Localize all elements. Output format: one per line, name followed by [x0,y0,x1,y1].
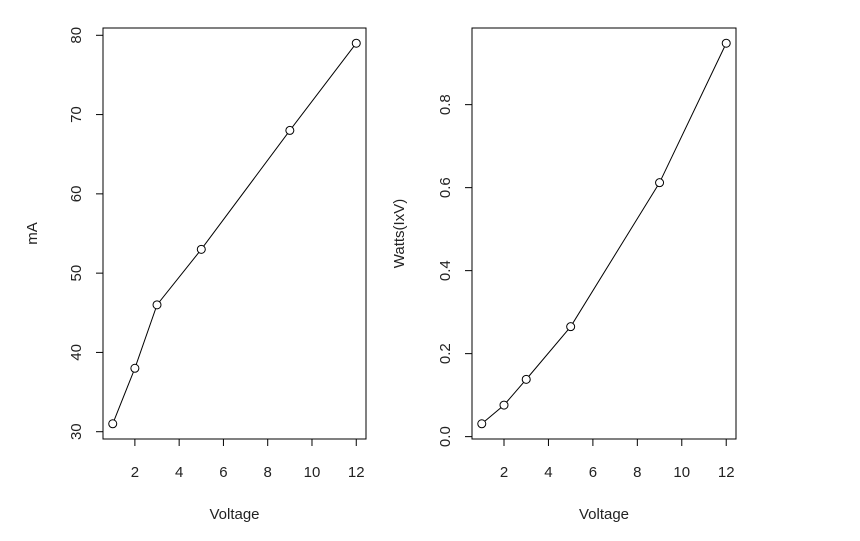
data-point [152,300,162,310]
data-line [112,42,357,424]
y-tick-label: 60 [68,186,85,203]
data-point [655,178,665,188]
y-axis-label: Watts(IxV) [391,199,408,268]
x-tick-label: 10 [304,464,321,481]
data-point [721,38,731,48]
y-tick-label: 0.4 [437,260,454,281]
x-axis-label: Voltage [579,506,629,523]
x-tick-label: 6 [589,464,597,481]
x-tick-label: 12 [718,464,735,481]
y-tick-label: 0.2 [437,343,454,364]
y-tick-label: 0.0 [437,426,454,447]
y-tick-label: 0.8 [437,94,454,115]
x-tick-label: 10 [673,464,690,481]
x-tick-label: 8 [633,464,641,481]
x-tick-label: 4 [175,464,183,481]
data-point [351,38,361,48]
x-tick-label: 2 [500,464,508,481]
y-tick-label: 30 [68,423,85,440]
x-tick-label: 2 [131,464,139,481]
data-point [108,419,118,429]
y-tick-label: 40 [68,344,85,361]
y-axis-label: mA [24,222,41,245]
data-line [481,43,727,425]
y-tick-label: 80 [68,27,85,44]
y-tick-label: 0.6 [437,177,454,198]
data-point [130,363,140,373]
x-tick-label: 8 [264,464,272,481]
data-point [521,374,531,384]
x-tick-label: 4 [544,464,552,481]
data-point [196,244,206,254]
data-point [499,400,509,410]
data-point [477,419,487,429]
data-point [285,125,295,135]
x-axis-label: Voltage [209,506,259,523]
plot-frame [102,27,367,440]
data-point [566,322,576,332]
plot-frame [471,27,737,440]
x-tick-label: 12 [348,464,365,481]
y-tick-label: 70 [68,106,85,123]
x-tick-label: 6 [219,464,227,481]
y-tick-label: 50 [68,265,85,282]
